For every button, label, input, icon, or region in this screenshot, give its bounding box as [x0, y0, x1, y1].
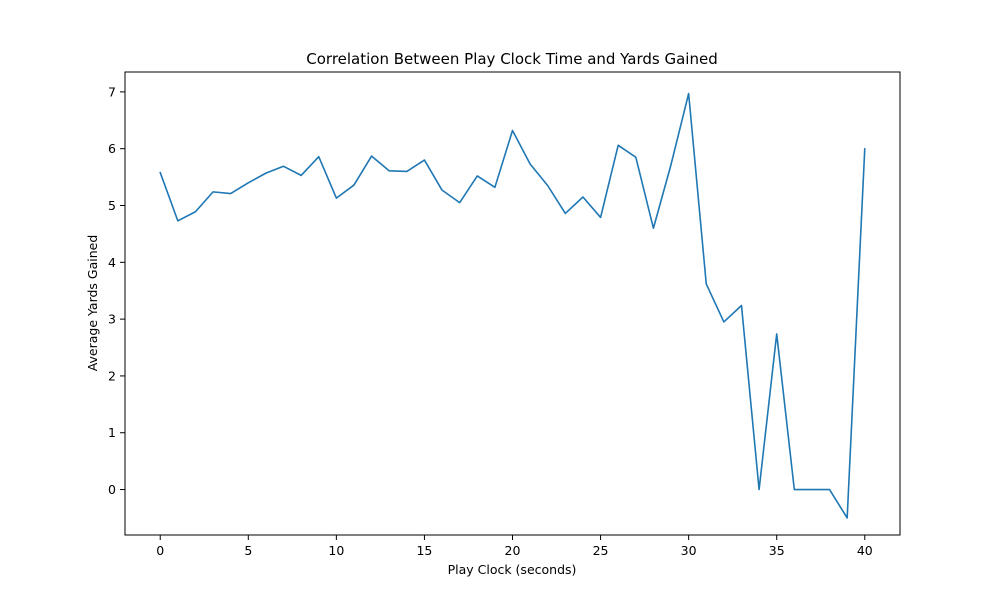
x-tick-label: 10 — [328, 543, 344, 558]
x-tick-label: 5 — [244, 543, 252, 558]
chart-title: Correlation Between Play Clock Time and … — [306, 50, 717, 68]
x-tick-label: 20 — [505, 543, 521, 558]
y-axis-ticks: 0 1 2 3 4 5 6 7 — [108, 84, 125, 497]
x-tick-label: 0 — [156, 543, 164, 558]
y-tick-label: 1 — [108, 425, 116, 440]
y-tick-label: 6 — [108, 141, 116, 156]
y-tick-label: 3 — [108, 312, 116, 327]
y-tick-label: 0 — [108, 482, 116, 497]
x-tick-label: 25 — [593, 543, 609, 558]
x-tick-label: 30 — [681, 543, 697, 558]
x-tick-label: 15 — [416, 543, 432, 558]
x-tick-label: 35 — [769, 543, 785, 558]
y-tick-label: 2 — [108, 368, 116, 383]
y-axis-label: Average Yards Gained — [85, 235, 100, 372]
x-tick-label: 40 — [857, 543, 873, 558]
plot-area-frame — [124, 71, 901, 536]
y-tick-label: 7 — [108, 84, 116, 99]
x-axis-label: Play Clock (seconds) — [448, 562, 577, 577]
y-tick-label: 5 — [108, 198, 116, 213]
series-line — [159, 92, 866, 519]
x-axis-ticks: 0 5 10 15 20 25 30 35 40 — [156, 535, 873, 558]
y-tick-label: 4 — [108, 255, 116, 270]
